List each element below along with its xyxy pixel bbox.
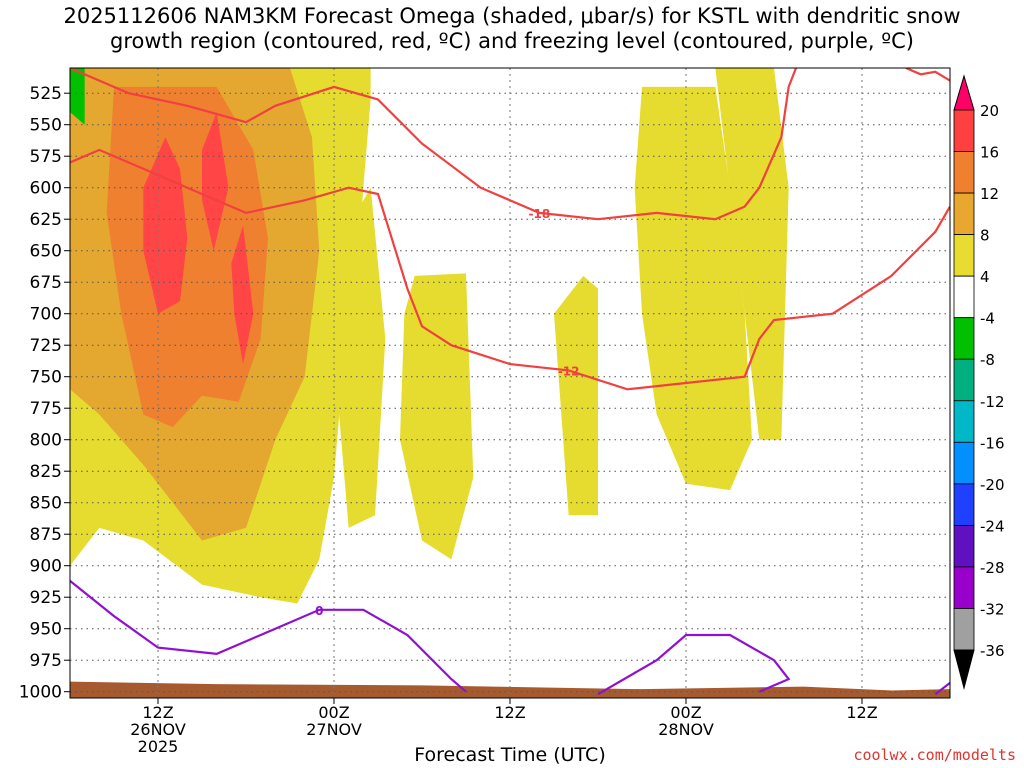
x-tick-label-60-0: 12Z bbox=[846, 703, 877, 722]
colorbar-label-12: -32 bbox=[980, 600, 1005, 618]
y-tick-label-1000: 1000 bbox=[19, 683, 62, 703]
y-tick-label-550: 550 bbox=[30, 116, 62, 136]
colorbar-label-1: 16 bbox=[980, 144, 999, 162]
dgz-contour-1 bbox=[70, 68, 798, 221]
title-line-2: growth region (contoured, red, ºC) and f… bbox=[110, 29, 914, 53]
colorbar-label-8: -16 bbox=[980, 434, 1005, 452]
colorbar-box-8 bbox=[953, 441, 975, 485]
y-tick-label-625: 625 bbox=[30, 210, 62, 230]
colorbar-label-6: -8 bbox=[980, 351, 995, 369]
y-tick-label-925: 925 bbox=[30, 588, 62, 608]
y-tick-label-600: 600 bbox=[30, 179, 62, 199]
colorbar-label-7: -12 bbox=[980, 393, 1005, 411]
colorbar-box-11 bbox=[953, 566, 975, 609]
y-tick-label-750: 750 bbox=[30, 368, 62, 388]
x-tick-label-12-2: 2025 bbox=[138, 737, 179, 756]
colorbar-box-7 bbox=[953, 400, 975, 443]
omega-region-16-20 bbox=[143, 137, 188, 314]
colorbar-label-4: 4 bbox=[980, 268, 990, 286]
y-tick-label-675: 675 bbox=[30, 273, 62, 293]
colorbar-label-11: -28 bbox=[980, 559, 1005, 577]
y-tick-label-875: 875 bbox=[30, 525, 62, 545]
omega-region-16-20 bbox=[231, 225, 254, 365]
chart-title: 2025112606 NAM3KM Forecast Omega (shaded… bbox=[0, 4, 1024, 54]
x-tick-label-12-0: 12Z bbox=[142, 703, 173, 722]
plot-area: -12 -18 0 bbox=[70, 68, 950, 698]
colorbar-bottom-arrow bbox=[953, 649, 975, 690]
y-tick-label-650: 650 bbox=[30, 242, 62, 262]
omega-region-4-8 bbox=[554, 275, 598, 516]
colorbar-box-6 bbox=[953, 358, 975, 402]
y-tick-label-975: 975 bbox=[30, 651, 62, 671]
colorbar-label-0: 20 bbox=[980, 102, 999, 120]
freezing-contour-label-0: 0 bbox=[315, 604, 323, 618]
dgz-contour-0 bbox=[70, 148, 950, 391]
y-tick-label-700: 700 bbox=[30, 305, 62, 325]
dgz-contour-2 bbox=[905, 68, 950, 82]
omega-region-4-8 bbox=[336, 187, 386, 528]
omega-region-4-8 bbox=[400, 273, 474, 560]
colorbar-box-12 bbox=[953, 608, 975, 651]
colorbar-box-2 bbox=[953, 192, 975, 236]
ground-fill bbox=[70, 681, 950, 698]
y-tick-label-725: 725 bbox=[30, 336, 62, 356]
colorbar-box-1 bbox=[953, 151, 975, 194]
colorbar-box-10 bbox=[953, 524, 975, 568]
y-tick-label-825: 825 bbox=[30, 462, 62, 482]
y-tick-label-800: 800 bbox=[30, 431, 62, 451]
x-axis-label: Forecast Time (UTC) bbox=[414, 744, 606, 766]
y-tick-label-900: 900 bbox=[30, 557, 62, 577]
colorbar-top-arrow bbox=[953, 74, 975, 111]
x-tick-label-48-1: 28NOV bbox=[658, 720, 714, 739]
colorbar-label-2: 12 bbox=[980, 185, 999, 203]
colorbar-box-3 bbox=[953, 234, 975, 277]
colorbar-label-3: 8 bbox=[980, 227, 990, 245]
x-tick-label-12-1: 26NOV bbox=[130, 720, 186, 739]
omega-region-12-16 bbox=[106, 86, 269, 428]
x-tick-label-48-0: 00Z bbox=[670, 703, 701, 722]
colorbar-label-5: -4 bbox=[980, 310, 995, 328]
y-tick-label-575: 575 bbox=[30, 147, 62, 167]
dgz-contour-label-1: -18 bbox=[528, 207, 550, 221]
credit-text: coolwx.com/modelts bbox=[853, 746, 1016, 764]
dgz-contour-label-0: -12 bbox=[558, 364, 580, 378]
colorbar-label-9: -20 bbox=[980, 476, 1005, 494]
colorbar-label-13: -36 bbox=[980, 642, 1005, 660]
colorbar-box-0 bbox=[953, 109, 975, 152]
x-tick-label-24-1: 27NOV bbox=[306, 720, 362, 739]
title-line-1: 2025112606 NAM3KM Forecast Omega (shaded… bbox=[63, 4, 961, 28]
omega-region--4to-8 bbox=[70, 68, 85, 125]
x-tick-label-36-0: 12Z bbox=[494, 703, 525, 722]
y-tick-label-525: 525 bbox=[30, 84, 62, 104]
colorbar-box-5 bbox=[953, 317, 975, 360]
omega-region-16-20 bbox=[202, 112, 229, 251]
y-tick-label-850: 850 bbox=[30, 494, 62, 514]
colorbar-box-9 bbox=[953, 483, 975, 526]
y-tick-label-775: 775 bbox=[30, 399, 62, 419]
freezing-contour-2 bbox=[934, 682, 950, 696]
freezing-contour-1 bbox=[597, 633, 791, 696]
colorbar-box-4 bbox=[953, 275, 975, 319]
freezing-contour-0 bbox=[70, 579, 467, 693]
y-tick-label-950: 950 bbox=[30, 620, 62, 640]
x-tick-label-24-0: 00Z bbox=[318, 703, 349, 722]
colorbar-label-10: -24 bbox=[980, 517, 1005, 535]
